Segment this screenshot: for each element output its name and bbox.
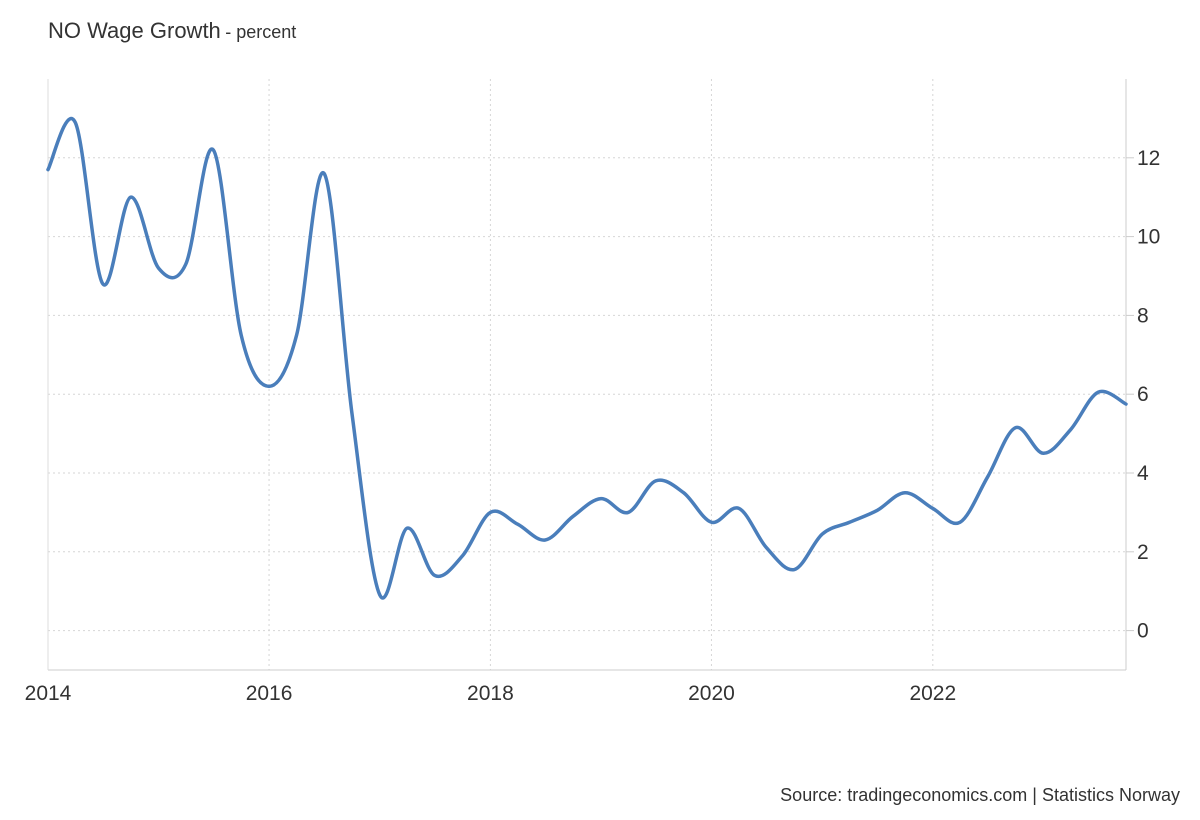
y-tick-label: 8	[1137, 304, 1149, 327]
x-tick-label: 2022	[909, 682, 956, 705]
y-tick-label: 6	[1137, 383, 1149, 406]
y-tick-label: 2	[1137, 541, 1149, 564]
source-note: Source: tradingeconomics.com | Statistic…	[780, 785, 1180, 805]
chart-subtitle: - percent	[225, 22, 297, 42]
x-tick-label: 2014	[25, 682, 72, 705]
y-tick-label: 4	[1137, 462, 1149, 485]
chart-title: NO Wage Growth	[48, 18, 221, 43]
x-tick-label: 2016	[246, 682, 293, 705]
x-tick-label: 2018	[467, 682, 514, 705]
y-tick-label: 0	[1137, 620, 1149, 643]
chart-header: NO Wage Growth - percent	[48, 18, 296, 44]
y-tick-label: 12	[1137, 147, 1160, 170]
x-tick-label: 2020	[688, 682, 735, 705]
series-line	[46, 117, 1128, 600]
y-tick-label: 10	[1137, 226, 1160, 249]
